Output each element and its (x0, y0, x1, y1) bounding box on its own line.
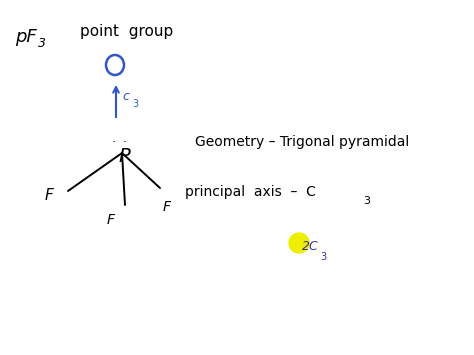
Circle shape (289, 233, 309, 253)
Text: Geometry – Trigonal pyramidal: Geometry – Trigonal pyramidal (195, 135, 409, 149)
Text: 2C: 2C (302, 240, 319, 253)
Text: ·: · (123, 136, 127, 149)
Text: point  group: point group (80, 24, 173, 39)
Text: F: F (45, 188, 54, 203)
Text: F: F (163, 200, 171, 214)
Text: principal  axis  –  C: principal axis – C (185, 185, 316, 199)
Text: 3: 3 (320, 252, 326, 262)
Text: P: P (118, 147, 130, 166)
Text: pF: pF (15, 28, 37, 46)
Text: F: F (107, 213, 115, 227)
Text: ·: · (112, 136, 116, 149)
Text: 3: 3 (363, 196, 370, 206)
Text: 3: 3 (132, 99, 138, 109)
Text: c: c (122, 90, 129, 103)
Text: 3: 3 (38, 37, 46, 50)
